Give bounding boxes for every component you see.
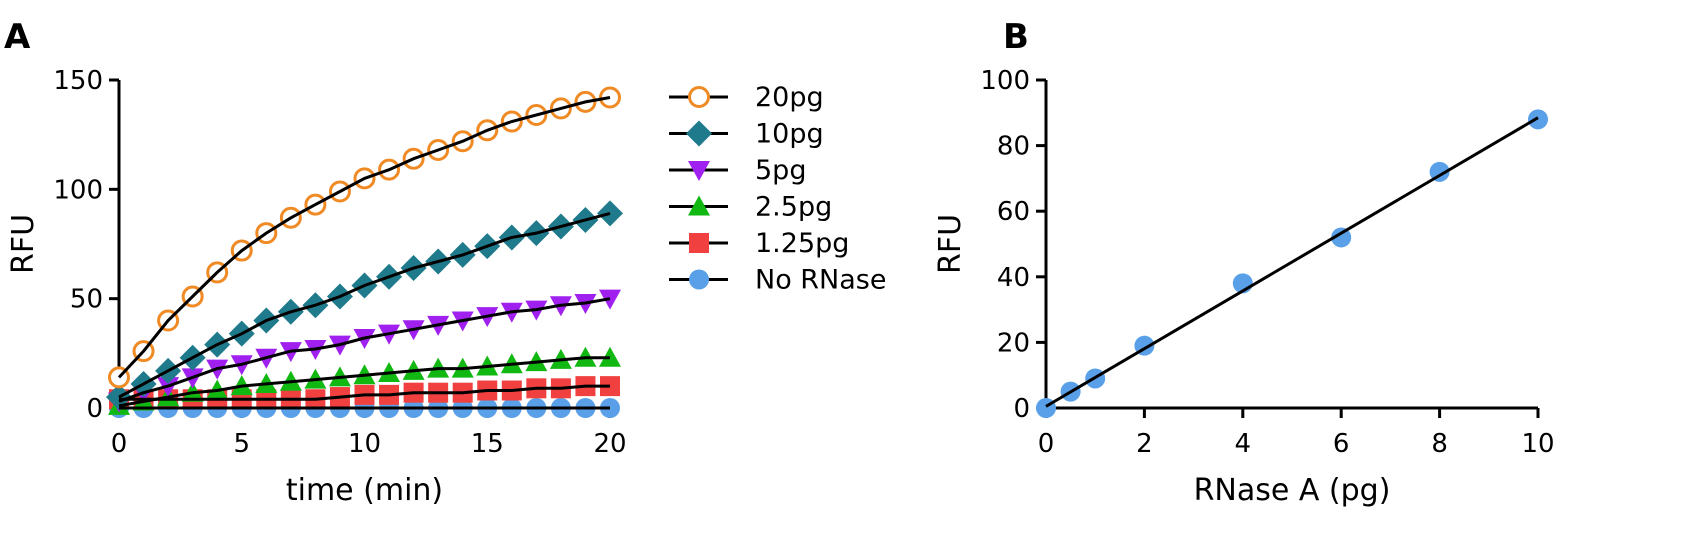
legend-item-20pg: 20pg <box>669 82 824 113</box>
panel-a-markers <box>106 86 623 418</box>
data-point <box>1331 227 1352 248</box>
panel-a-legend: 20pg 10pg 5pg 2.5pg 1.25pg No RNase <box>669 82 886 296</box>
legend-label: No RNase <box>755 265 886 296</box>
panel-a-x-tick-label: 5 <box>233 429 250 459</box>
panel-b-lines <box>1045 116 1539 408</box>
panel-a-lines <box>117 96 611 410</box>
series-2-5pg-line <box>118 356 610 408</box>
panel-a-y-tick-label: 100 <box>53 175 103 205</box>
legend-label: 10pg <box>755 119 824 150</box>
legend-item-2-5pg: 2.5pg <box>669 192 832 223</box>
legend-label: 1.25pg <box>755 228 849 259</box>
panel-a-chart: 0 50 100 150 0 5 10 15 20 time (min) RFU 20pg 10p… <box>6 66 886 508</box>
series-20pg-point <box>599 86 621 109</box>
panel-a-x-axis-title: time (min) <box>286 473 443 508</box>
legend-marker <box>686 120 712 147</box>
legend-marker <box>689 233 709 253</box>
panel-b-y-tick-label: 100 <box>980 66 1030 96</box>
series-5pg-line <box>118 297 611 403</box>
panel-a-x-tick-label: 20 <box>593 429 626 459</box>
legend-marker <box>688 86 710 108</box>
panel-letter-b: B <box>1003 17 1029 57</box>
panel-b-x-tick-label: 2 <box>1136 429 1153 459</box>
panel-letter-a: A <box>4 17 31 57</box>
panel-a-y-tick-label: 150 <box>53 66 103 96</box>
series-1-25pg-line <box>119 384 610 401</box>
legend-label: 5pg <box>755 155 806 186</box>
series-10pg-point <box>597 200 623 227</box>
panel-b-x-tick-label: 6 <box>1333 429 1350 459</box>
panel-a-y-tick-label: 50 <box>70 285 103 315</box>
series-10pg-line <box>118 211 611 399</box>
legend-item-1-25pg: 1.25pg <box>669 228 849 259</box>
fit-line <box>1045 116 1539 408</box>
panel-b-y-axis-title: RFU <box>933 214 968 274</box>
panel-a-x-tick-label: 10 <box>348 429 381 459</box>
legend-label: 20pg <box>755 82 824 113</box>
panel-b-x-tick-label: 4 <box>1235 429 1252 459</box>
legend-item-5pg: 5pg <box>669 155 806 186</box>
panel-b-x-tick-label: 8 <box>1431 429 1448 459</box>
panel-a-y-tick-label: 0 <box>86 394 103 424</box>
panel-a-x-tick-label: 15 <box>471 429 504 459</box>
panel-b-y-tick-label: 60 <box>997 197 1030 227</box>
legend-marker <box>688 161 710 181</box>
panel-b-x-axis-title: RNase A (pg) <box>1194 473 1391 508</box>
panel-b-x-tick-label: 10 <box>1521 429 1554 459</box>
panel-b-y-tick-label: 80 <box>997 132 1030 162</box>
legend-item-no-rnase: No RNase <box>669 265 886 296</box>
panel-b-chart: 0 20 40 60 80 100 0 2 4 6 8 10 RNase A (pg) RFU <box>933 66 1555 508</box>
panel-a-y-axis-title: RFU <box>6 214 41 274</box>
panel-b-y-tick-label: 20 <box>997 328 1030 358</box>
panel-a-x-tick-label: 0 <box>111 429 128 459</box>
legend-label: 2.5pg <box>755 192 832 223</box>
series-20pg-line <box>117 96 611 379</box>
legend-marker <box>689 269 709 290</box>
legend-item-10pg: 10pg <box>669 119 824 150</box>
panel-b-y-tick-label: 0 <box>1013 394 1030 424</box>
panel-b-x-tick-label: 0 <box>1038 429 1055 459</box>
legend-marker <box>688 195 710 216</box>
panel-b-y-tick-label: 40 <box>997 263 1030 293</box>
